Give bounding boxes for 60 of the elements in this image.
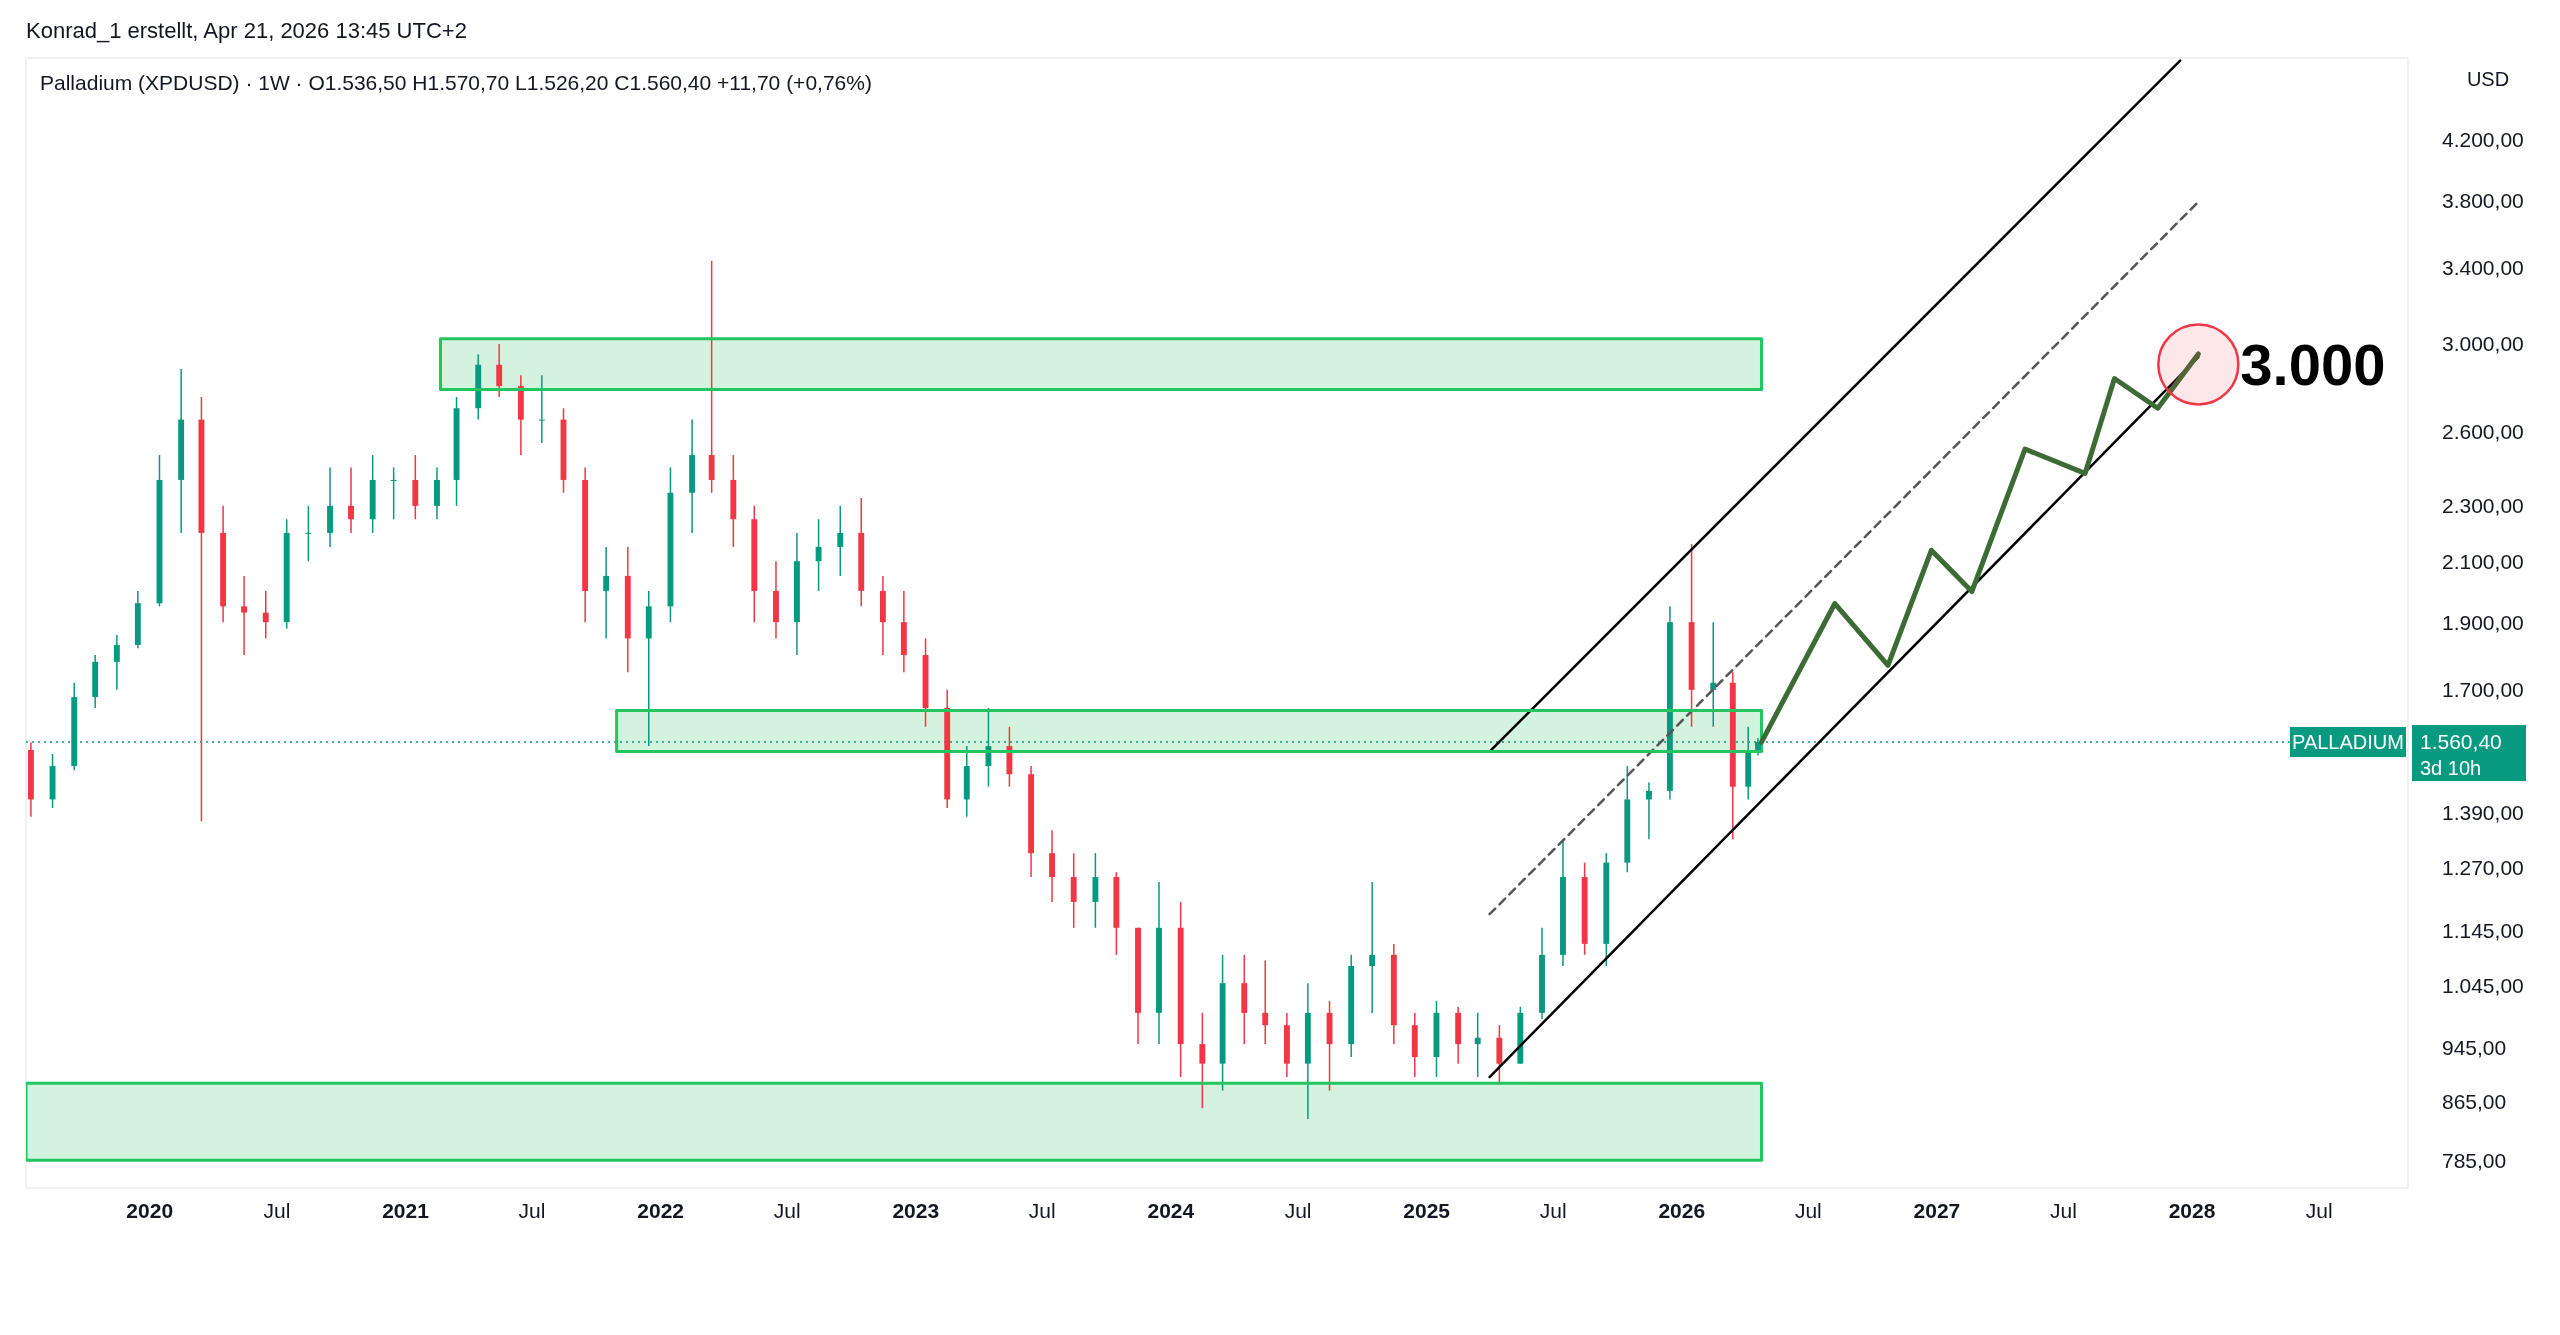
y-tick-label: 1.390,00 bbox=[2442, 800, 2524, 824]
y-tick-label: 1.700,00 bbox=[2442, 678, 2524, 702]
candlestick bbox=[1710, 621, 1717, 728]
y-tick-label: 1.900,00 bbox=[2442, 610, 2524, 634]
y-tick-label: 3.000,00 bbox=[2442, 332, 2524, 356]
candlestick bbox=[1262, 959, 1269, 1045]
annotation: PALLADIUM bbox=[2292, 731, 2404, 754]
text: 3d 10h bbox=[2420, 757, 2482, 780]
candlestick bbox=[348, 466, 354, 534]
chart-subtitle: Konrad_1 erstellt, Apr 21, 2026 13:45 UTC+2 bbox=[26, 18, 467, 43]
x-tick-label: 2023 bbox=[892, 1199, 940, 1222]
x-tick-label: Jul bbox=[773, 1199, 801, 1222]
x-tick-label: Jul bbox=[1284, 1199, 1312, 1222]
y-tick-label: 1.045,00 bbox=[2442, 974, 2524, 998]
x-tick-label: Jul bbox=[2049, 1199, 2077, 1222]
x-tick-label: 2021 bbox=[382, 1199, 430, 1222]
candlestick bbox=[538, 374, 545, 444]
x-tick-label: Jul bbox=[2305, 1199, 2333, 1222]
x-tick-label: 2020 bbox=[126, 1199, 174, 1222]
candlestick bbox=[241, 575, 248, 656]
y-tick-label: 2.600,00 bbox=[2442, 419, 2524, 443]
x-tick-label: Jul bbox=[1794, 1199, 1822, 1222]
y-axis-title: USD bbox=[2466, 68, 2510, 90]
x-tick-label: Jul bbox=[263, 1199, 291, 1222]
candlestick bbox=[113, 634, 120, 691]
candlestick bbox=[603, 546, 610, 640]
y-tick-label: 3.800,00 bbox=[2442, 188, 2524, 212]
candlestick bbox=[815, 518, 822, 592]
y-tick-label: 4.200,00 bbox=[2442, 127, 2524, 151]
y-tick-label: 1.270,00 bbox=[2442, 855, 2524, 879]
y-tick-label: 2.100,00 bbox=[2442, 549, 2524, 573]
candlestick bbox=[1646, 781, 1652, 841]
ref-line-label: 1.560,40 bbox=[2420, 730, 2502, 754]
y-tick-label: 3.400,00 bbox=[2442, 256, 2524, 280]
candlestick bbox=[708, 260, 715, 494]
candlestick bbox=[1474, 1012, 1481, 1078]
x-tick-label: Jul bbox=[1028, 1199, 1056, 1222]
x-tick-label: Jul bbox=[1539, 1199, 1567, 1222]
y-tick-label: 945,00 bbox=[2442, 1035, 2507, 1059]
y-tick-label: 785,00 bbox=[2442, 1148, 2507, 1172]
x-tick-label: 2027 bbox=[1913, 1199, 1961, 1222]
candlestick bbox=[1369, 881, 1376, 1014]
x-tick-label: 2024 bbox=[1147, 1199, 1195, 1222]
candlestick bbox=[1049, 829, 1055, 903]
text: Palladium (XPDUSD) · 1W · O1.536,50 H1.570,70 L1.526,20 C1.560,40 +11,70 (+0,76%) bbox=[40, 71, 872, 94]
x-tick-label: 2025 bbox=[1403, 1199, 1451, 1222]
annotation: 3.000 bbox=[2240, 331, 2386, 397]
y-tick-label: 865,00 bbox=[2442, 1089, 2507, 1113]
candlestick bbox=[837, 505, 844, 577]
x-tick-label: Jul bbox=[518, 1199, 546, 1222]
candlestick bbox=[305, 505, 312, 562]
x-tick-label: 2022 bbox=[637, 1199, 684, 1222]
x-tick-label: 2028 bbox=[2168, 1199, 2216, 1222]
y-tick-label: 2.300,00 bbox=[2442, 494, 2524, 518]
candlestick bbox=[262, 590, 269, 640]
candlestick bbox=[390, 466, 397, 520]
candlestick bbox=[1199, 1012, 1206, 1109]
x-tick-label: 2026 bbox=[1658, 1199, 1706, 1222]
y-tick-label: 1.145,00 bbox=[2442, 918, 2524, 942]
candlestick bbox=[496, 343, 503, 398]
